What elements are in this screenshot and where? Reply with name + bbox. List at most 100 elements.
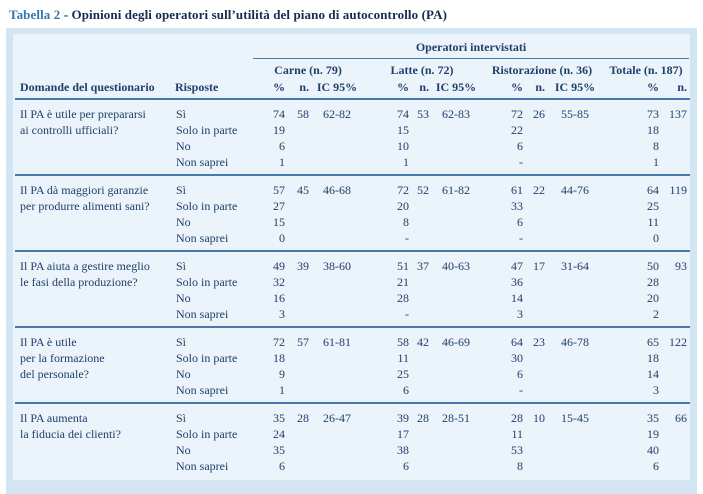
question-line: Il PA è utile per prepararsi: [20, 107, 146, 121]
carne-pct-cell: 9: [279, 367, 285, 381]
risposta-label: Non saprei: [176, 307, 229, 321]
table-header-row-groups-title: Operatori intervistati: [15, 37, 690, 59]
carne-n-cell: 58: [297, 107, 309, 121]
carne-pct-cell: 16: [273, 291, 285, 305]
question-line: Il PA è utile: [20, 335, 77, 349]
question-line: Il PA aiuta a gestire meglio: [20, 259, 150, 273]
risposta-label: Solo in parte: [176, 275, 238, 289]
column-header-latte-pct: %: [397, 80, 409, 94]
ristorazione-ic-cell: 55-85: [561, 107, 589, 121]
totale-pct-cell: 20: [647, 291, 659, 305]
totale-n-cell: 137: [669, 107, 687, 121]
ristorazione-pct-cell: 36: [511, 275, 523, 289]
column-header-risposte: Risposte: [175, 80, 219, 94]
carne-pct-cell: 0: [279, 231, 285, 245]
question-line: del personale?: [20, 367, 89, 381]
carne-ic-cell: 26-47: [323, 411, 351, 425]
question-text: Il PA è utile per la formazione del person…: [15, 334, 175, 382]
ristorazione-pct-cell: 64: [511, 335, 523, 349]
question-line: la fiducia dei clienti?: [20, 427, 121, 441]
table-header-row-groups: Carne (n. 79) Latte (n. 72) Ristorazione…: [15, 62, 690, 78]
question-block: Il PA aiuta a gestire meglio le fasi dell…: [15, 252, 690, 328]
latte-pct-cell: 17: [397, 427, 409, 441]
carne-pct-cell: 1: [279, 155, 285, 169]
risposta-label: Sì: [176, 107, 187, 121]
ristorazione-pct-cell: 30: [511, 351, 523, 365]
totale-pct-cell: 64: [647, 183, 659, 197]
column-header-carne-ic: IC 95%: [316, 80, 358, 94]
carne-pct-cell: 74: [273, 107, 285, 121]
ristorazione-pct-cell: -: [519, 231, 523, 245]
latte-n-cell: 52: [417, 183, 429, 197]
risposta-label: Sì: [176, 411, 187, 425]
latte-n-cell: 28: [417, 411, 429, 425]
question-block: Il PA è utile per prepararsi ai controlli…: [15, 100, 690, 176]
totale-pct-cell: 11: [647, 215, 659, 229]
question-block: Il PA è utile per la formazione del person…: [15, 328, 690, 404]
carne-ic-cell: 46-68: [323, 183, 351, 197]
operatori-intervistati-header: Operatori intervistati: [253, 39, 689, 59]
carne-n-cell: 45: [297, 183, 309, 197]
risposta-label: No: [176, 139, 191, 153]
table-caption: Tabella 2 - Opinioni degli operatori sul…: [0, 0, 703, 28]
ristorazione-pct-cell: 14: [511, 291, 523, 305]
latte-ic-cell: 62-83: [442, 107, 470, 121]
ristorazione-pct-cell: 6: [517, 215, 523, 229]
totale-pct-cell: 28: [647, 275, 659, 289]
column-header-totale-n: n.: [677, 80, 687, 94]
ristorazione-n-cell: 22: [533, 183, 545, 197]
risposta-label: Solo in parte: [176, 427, 238, 441]
ristorazione-pct-cell: 33: [511, 199, 523, 213]
totale-pct-cell: 19: [647, 427, 659, 441]
ristorazione-pct-cell: 28: [511, 411, 523, 425]
totale-n-cell: 93: [675, 259, 687, 273]
table: Operatori intervistati Carne (n. 79) Lat…: [13, 34, 690, 480]
table-caption-label: Tabella 2: [9, 7, 61, 22]
latte-pct-cell: 11: [397, 351, 409, 365]
question-text: Il PA dà maggiori garanzie per produrre a…: [15, 182, 175, 214]
ristorazione-n-cell: 10: [533, 411, 545, 425]
latte-pct-cell: -: [405, 231, 409, 245]
risposta-label: Solo in parte: [176, 199, 238, 213]
carne-pct-cell: 35: [273, 443, 285, 457]
risposta-label: No: [176, 367, 191, 381]
group-header-carne: Carne (n. 79): [274, 63, 342, 77]
carne-pct-cell: 24: [273, 427, 285, 441]
risposta-label: Non saprei: [176, 155, 229, 169]
question-block: Il PA dà maggiori garanzie per produrre a…: [15, 176, 690, 252]
risposta-label: Non saprei: [176, 383, 229, 397]
latte-pct-cell: 10: [397, 139, 409, 153]
carne-pct-cell: 27: [273, 199, 285, 213]
latte-n-cell: 53: [417, 107, 429, 121]
ristorazione-ic-cell: 31-64: [561, 259, 589, 273]
column-header-totale-pct: %: [647, 80, 659, 94]
latte-pct-cell: 38: [397, 443, 409, 457]
question-text: Il PA aumenta la fiducia dei clienti?: [15, 410, 175, 442]
ristorazione-n-cell: 23: [533, 335, 545, 349]
totale-pct-cell: 14: [647, 367, 659, 381]
carne-pct-cell: 57: [273, 183, 285, 197]
totale-pct-cell: 2: [653, 307, 659, 321]
latte-ic-cell: 40-63: [442, 259, 470, 273]
risposta-label: No: [176, 443, 191, 457]
carne-pct-cell: 3: [279, 307, 285, 321]
question-text: Il PA è utile per prepararsi ai controlli…: [15, 106, 175, 138]
ristorazione-pct-cell: 6: [517, 367, 523, 381]
table-caption-text: - Opinioni degli operatori sull’utilità …: [63, 7, 447, 22]
table-body: Il PA è utile per prepararsi ai controlli…: [15, 100, 690, 478]
carne-n-cell: 28: [297, 411, 309, 425]
totale-pct-cell: 73: [647, 107, 659, 121]
ristorazione-pct-cell: -: [519, 383, 523, 397]
column-header-domande: Domande del questionario: [20, 80, 155, 94]
latte-pct-cell: 72: [397, 183, 409, 197]
risposta-label: Non saprei: [176, 459, 229, 473]
risposta-label: Solo in parte: [176, 123, 238, 137]
column-header-carne-pct: %: [273, 80, 285, 94]
totale-pct-cell: 3: [653, 383, 659, 397]
risposta-label: Sì: [176, 183, 187, 197]
column-header-ristorazione-pct: %: [511, 80, 523, 94]
ristorazione-pct-cell: -: [519, 155, 523, 169]
ristorazione-pct-cell: 22: [511, 123, 523, 137]
latte-pct-cell: -: [405, 307, 409, 321]
ristorazione-pct-cell: 72: [511, 107, 523, 121]
